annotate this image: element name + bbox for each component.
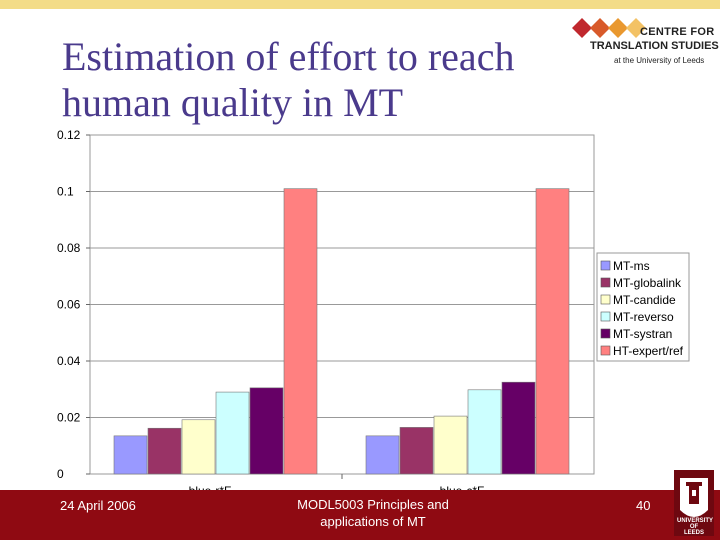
- bar: [467, 389, 502, 475]
- slide-title-line2: human quality in MT: [62, 80, 404, 125]
- slide-title: Estimation of effort to reach human qual…: [62, 34, 662, 126]
- bar: [535, 188, 570, 475]
- y-tick-label: 0.1: [57, 185, 74, 199]
- university-crest-icon: [674, 470, 714, 536]
- legend-swatch: [600, 311, 611, 322]
- legend-label: MT-systran: [613, 327, 672, 341]
- bar: [147, 427, 182, 475]
- legend-label: MT-candide: [613, 293, 676, 307]
- page-number: 40: [636, 498, 651, 513]
- footer-course-line2: applications of MT: [320, 514, 426, 529]
- footer-course: MODL5003 Principles and applications of …: [262, 496, 484, 530]
- legend-label: MT-ms: [613, 259, 650, 273]
- crest-label: UNIVERSITY OF LEEDS: [677, 518, 714, 536]
- y-tick-label: 0.08: [57, 241, 81, 255]
- y-tick-label: 0.06: [57, 298, 81, 312]
- footer-date: 24 April 2006: [60, 498, 136, 513]
- top-accent-bar: [0, 0, 720, 9]
- legend-swatch: [600, 294, 611, 305]
- legend-box: [596, 252, 690, 362]
- logo-line3: at the University of Leeds: [614, 56, 705, 65]
- footer-course-line1: MODL5003 Principles and: [297, 497, 449, 512]
- bar: [501, 381, 536, 475]
- slide-title-line1: Estimation of effort to reach: [62, 34, 515, 79]
- centre-logo: CENTRE FOR TRANSLATION STUDIES at the Un…: [566, 14, 719, 76]
- crest-label-line2: LEEDS: [683, 530, 704, 536]
- legend-label: MT-globalink: [613, 276, 682, 290]
- footer-bar: 24 April 2006 MODL5003 Principles and ap…: [0, 490, 720, 540]
- legend-swatch: [600, 345, 611, 356]
- logo-diamonds-icon: [572, 18, 646, 38]
- logo-line2: TRANSLATION STUDIES: [590, 40, 719, 52]
- y-tick-label: 0.12: [57, 128, 81, 142]
- y-tick-label: 0.02: [57, 411, 81, 425]
- bar: [113, 435, 148, 475]
- legend-swatch: [600, 260, 611, 271]
- legend-label: MT-reverso: [613, 310, 674, 324]
- bar: [365, 435, 400, 475]
- legend-swatch: [600, 328, 611, 339]
- bar: [399, 427, 434, 475]
- y-tick-label: 0.04: [57, 354, 81, 368]
- crest-label-line1: UNIVERSITY OF: [677, 518, 714, 530]
- legend-swatch: [600, 277, 611, 288]
- bar: [249, 387, 284, 475]
- legend-label: HT-expert/ref: [613, 344, 684, 358]
- y-tick-label: 0: [57, 467, 64, 481]
- bar: [215, 391, 250, 475]
- logo-line1: CENTRE FOR: [640, 26, 715, 38]
- bar: [283, 188, 318, 475]
- bar: [433, 415, 468, 475]
- bar: [181, 419, 216, 475]
